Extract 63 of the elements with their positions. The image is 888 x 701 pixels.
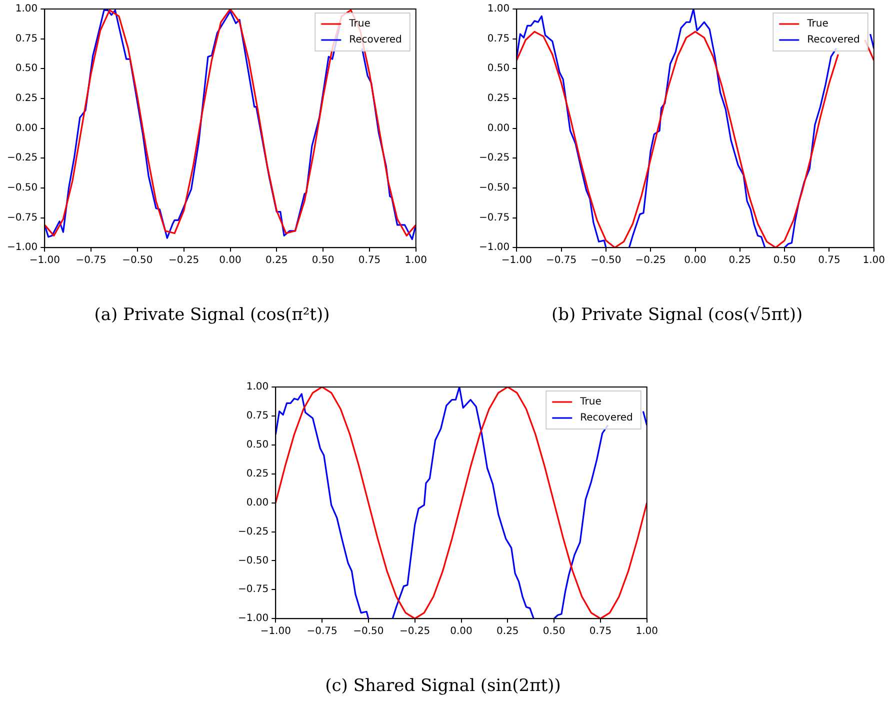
legend-label: True <box>806 18 828 30</box>
y-tick-label: 0.00 <box>487 122 510 134</box>
y-tick-label: 1.00 <box>487 4 510 15</box>
text: (a) Private Signal (cos(π²t)) <box>94 305 330 326</box>
x-tick-label: 0.25 <box>496 626 519 638</box>
y-tick-label: 1.00 <box>246 382 269 393</box>
y-tick-label: −0.25 <box>478 152 510 164</box>
x-tick-label: 1.00 <box>862 255 885 266</box>
y-tick-label: −0.75 <box>238 584 269 596</box>
y-tick-label: −0.25 <box>238 526 269 538</box>
x-tick-label: 0.50 <box>542 626 566 638</box>
x-tick-label: −0.75 <box>76 255 106 266</box>
y-tick-label: 0.75 <box>15 33 38 44</box>
text: (b) Private Signal (cos(√5πt)) <box>551 305 803 326</box>
y-tick-label: −0.50 <box>478 182 510 194</box>
legend-label: Recovered <box>580 412 633 424</box>
y-tick-label: 0.50 <box>15 63 38 74</box>
x-tick-label: −0.75 <box>306 626 338 638</box>
y-tick-label: 0.00 <box>15 122 38 134</box>
y-tick-label: −1.00 <box>478 242 510 254</box>
y-tick-label: 0.25 <box>246 468 269 480</box>
y-tick-label: −0.75 <box>6 212 38 224</box>
y-tick-label: 0.25 <box>487 93 510 104</box>
legend-label: True <box>579 396 602 408</box>
y-tick-label: −1.00 <box>6 242 38 254</box>
x-tick-label: −0.50 <box>122 255 153 266</box>
y-tick-label: 0.75 <box>246 410 269 422</box>
x-tick-label: −0.50 <box>590 255 622 266</box>
y-tick-label: 0.50 <box>487 63 510 74</box>
x-tick-label: 0.00 <box>684 255 706 266</box>
legend-label: Recovered <box>807 34 860 46</box>
y-tick-label: −0.50 <box>238 555 269 566</box>
x-tick-label: 0.75 <box>358 255 381 266</box>
legend-label: Recovered <box>349 34 402 46</box>
y-tick-label: −0.75 <box>478 212 510 224</box>
x-tick-label: −0.75 <box>546 255 577 266</box>
x-tick-label: 0.00 <box>450 626 472 638</box>
y-tick-label: 0.00 <box>246 497 269 508</box>
x-tick-label: −1.00 <box>29 255 60 266</box>
legend-label: True <box>348 18 370 30</box>
y-tick-label: 0.75 <box>487 33 510 44</box>
x-tick-label: 0.25 <box>266 255 288 266</box>
text: (c) Shared Signal (sin(2πt)) <box>325 676 561 696</box>
y-tick-label: −1.00 <box>238 613 269 624</box>
x-tick-label: −1.00 <box>501 255 532 266</box>
y-tick-label: −0.50 <box>6 182 38 194</box>
x-tick-label: −0.50 <box>353 626 384 638</box>
y-tick-label: 0.25 <box>15 93 38 104</box>
x-tick-label: 0.00 <box>219 255 242 266</box>
y-tick-label: 0.50 <box>246 439 269 450</box>
x-tick-label: 0.75 <box>818 255 840 266</box>
x-tick-label: −0.25 <box>400 626 430 638</box>
x-tick-label: 1.00 <box>636 626 658 638</box>
x-tick-label: −1.00 <box>260 626 291 638</box>
x-tick-label: 0.50 <box>773 255 796 266</box>
x-tick-label: −0.25 <box>168 255 200 266</box>
y-tick-label: −0.25 <box>6 152 38 164</box>
x-tick-label: 0.75 <box>589 626 612 638</box>
y-tick-label: 1.00 <box>15 4 38 15</box>
x-tick-label: 1.00 <box>404 255 427 266</box>
x-tick-label: −0.25 <box>635 255 666 266</box>
x-tick-label: 0.25 <box>728 255 752 266</box>
x-tick-label: 0.50 <box>312 255 334 266</box>
